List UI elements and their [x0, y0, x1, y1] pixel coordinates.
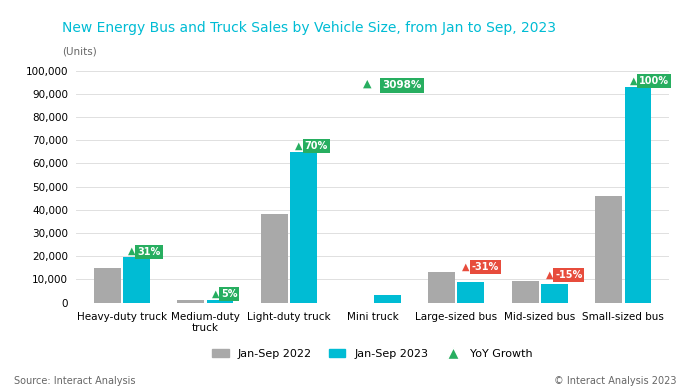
Bar — [457, 282, 484, 303]
Text: 31%: 31% — [137, 247, 161, 257]
Text: 3098%: 3098% — [383, 80, 422, 90]
Bar — [374, 294, 401, 303]
Bar — [290, 152, 317, 303]
Text: ▲: ▲ — [629, 76, 637, 86]
Bar — [94, 268, 121, 303]
Text: -31%: -31% — [472, 262, 499, 272]
Text: © Interact Analysis 2023: © Interact Analysis 2023 — [553, 376, 676, 386]
Text: ▲: ▲ — [295, 141, 303, 151]
Text: (Units): (Units) — [62, 46, 97, 56]
Bar — [428, 272, 455, 303]
Text: New Energy Bus and Truck Sales by Vehicle Size, from Jan to Sep, 2023: New Energy Bus and Truck Sales by Vehicl… — [62, 21, 556, 35]
Bar — [541, 284, 568, 303]
Bar — [595, 196, 622, 303]
Bar — [624, 87, 651, 303]
Text: ▲: ▲ — [364, 78, 372, 88]
Text: ▲: ▲ — [212, 289, 219, 299]
Bar — [207, 300, 233, 303]
Bar — [512, 281, 538, 303]
Text: 5%: 5% — [221, 289, 237, 300]
Text: ▲: ▲ — [128, 246, 136, 256]
Text: 70%: 70% — [304, 141, 328, 151]
Legend: Jan-Sep 2022, Jan-Sep 2023, YoY Growth: Jan-Sep 2022, Jan-Sep 2023, YoY Growth — [208, 345, 538, 363]
Bar — [177, 300, 204, 303]
Bar — [261, 215, 288, 303]
Bar — [123, 257, 150, 303]
Text: ▲: ▲ — [546, 269, 553, 279]
Text: Source: Interact Analysis: Source: Interact Analysis — [14, 376, 135, 386]
Text: 100%: 100% — [639, 76, 669, 86]
Text: ▲: ▲ — [462, 261, 470, 271]
Text: -15%: -15% — [555, 270, 582, 280]
